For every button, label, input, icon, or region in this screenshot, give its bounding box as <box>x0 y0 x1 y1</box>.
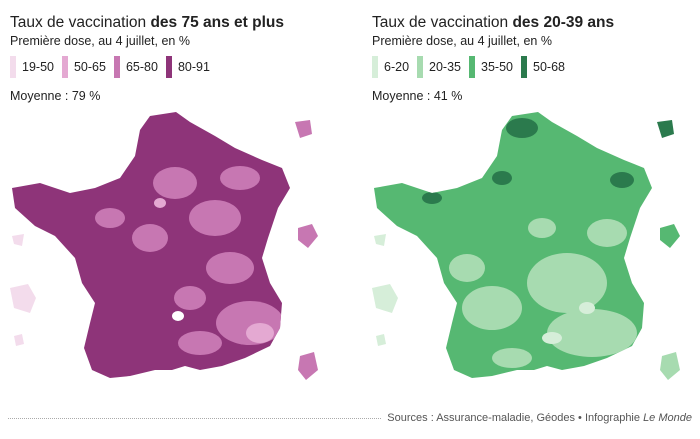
overseas-territory <box>660 224 680 248</box>
overseas-territory <box>657 120 674 138</box>
footer: Sources : Assurance-maladie, Géodes • In… <box>8 411 692 425</box>
legend-swatch <box>165 56 172 78</box>
overseas-territory <box>10 284 36 313</box>
overseas-territory <box>295 120 312 138</box>
france-map-75-plus <box>10 112 318 380</box>
legend-item: 50-65 <box>61 56 106 78</box>
mean-value: Moyenne : 79 % <box>10 89 101 103</box>
overseas-territory <box>14 334 24 346</box>
legend-swatch <box>417 56 424 78</box>
legend-item: 20-35 <box>417 56 461 78</box>
overseas-territory <box>12 234 24 246</box>
legend-swatch <box>521 56 527 78</box>
legend-item: 35-50 <box>469 56 513 78</box>
map-title: Taux de vaccination des 20-39 ans <box>372 14 615 31</box>
legend-swatch <box>10 56 16 78</box>
legend-item: 80-91 <box>165 56 210 78</box>
map-subtitle: Première dose, au 4 juillet, en % <box>10 34 190 48</box>
department-patches <box>422 118 637 368</box>
corsica <box>660 352 680 380</box>
map-panel-20-39: Taux de vaccination des 20-39 ans Premiè… <box>362 0 700 400</box>
overseas-territory <box>374 234 386 246</box>
corsica <box>298 352 318 380</box>
legend-swatch <box>372 56 378 78</box>
legend-item: 6-20 <box>372 56 409 78</box>
legend-item: 50-68 <box>521 56 565 78</box>
legend-swatch <box>61 56 68 78</box>
legend-item: 19-50 <box>10 56 54 78</box>
overseas-territory <box>298 224 318 248</box>
overseas-territory <box>376 334 386 346</box>
legend-swatch <box>113 56 120 78</box>
legend: 6-20 20-35 35-50 50-68 <box>372 56 573 78</box>
overseas-territory <box>372 284 398 313</box>
legend-swatch <box>469 56 476 78</box>
map-panel-75-plus: Taux de vaccination des 75 ans et plus P… <box>0 0 340 400</box>
dotted-divider <box>8 417 382 419</box>
mean-value: Moyenne : 41 % <box>372 89 463 103</box>
map-subtitle: Première dose, au 4 juillet, en % <box>372 34 552 48</box>
map-title: Taux de vaccination des 75 ans et plus <box>10 14 284 31</box>
legend: 19-50 50-65 65-80 80-91 <box>10 56 218 78</box>
legend-item: 65-80 <box>113 56 158 78</box>
france-map-20-39 <box>372 112 680 380</box>
source-credit: Sources : Assurance-maladie, Géodes • In… <box>387 412 692 424</box>
department-patches <box>95 166 284 355</box>
